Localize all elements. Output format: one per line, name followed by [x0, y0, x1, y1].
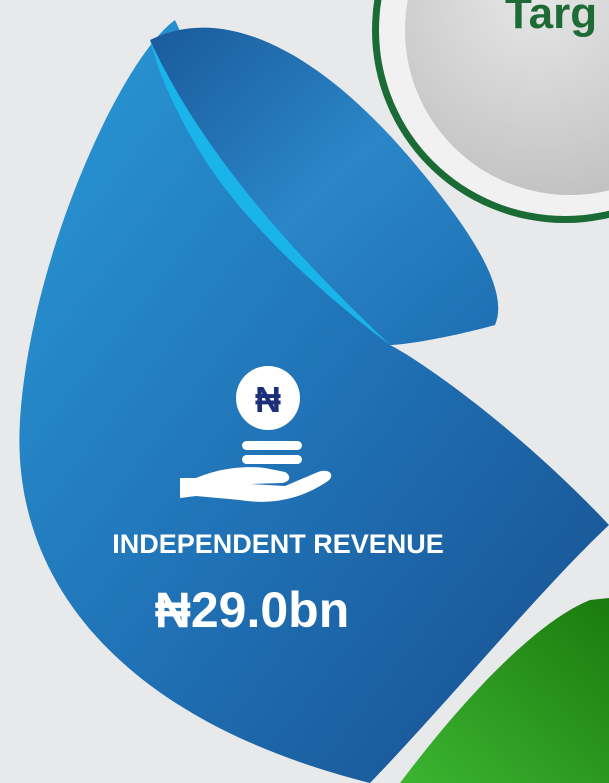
blue-shape	[19, 20, 609, 783]
green-shape	[400, 598, 609, 783]
disc	[405, 0, 609, 195]
hand-icon	[180, 467, 332, 502]
card-value: ₦29.0bn	[155, 582, 350, 638]
coin-icon	[236, 366, 300, 430]
icon-symbol: ₦	[255, 379, 281, 420]
card-title: INDEPENDENT REVENUE	[112, 529, 444, 559]
blue-fold	[150, 27, 499, 346]
coin-bar	[242, 455, 302, 464]
corner-label: Targ	[505, 0, 597, 38]
coin-bar	[242, 441, 302, 450]
